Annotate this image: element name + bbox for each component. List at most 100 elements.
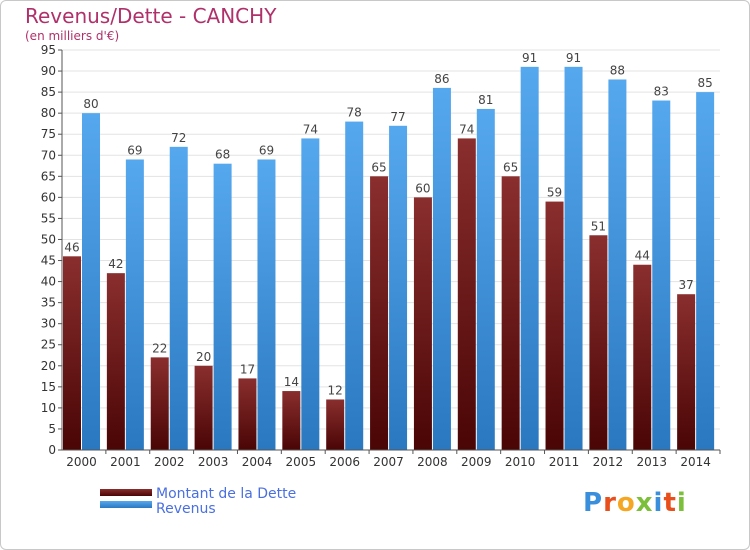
bar-debt — [326, 399, 345, 450]
data-label-revenue: 72 — [171, 131, 186, 145]
data-label-debt: 37 — [678, 278, 693, 292]
data-label-debt: 51 — [591, 219, 606, 233]
data-label-debt: 14 — [284, 375, 299, 389]
y-tick-label: 55 — [41, 211, 56, 225]
data-label-revenue: 69 — [127, 143, 142, 157]
bar-revenue — [82, 113, 100, 450]
bar-debt — [63, 256, 81, 450]
chart-title: Revenus/Dette - CANCHY — [25, 4, 277, 28]
bar-revenue — [476, 108, 495, 451]
bar-debt — [501, 176, 520, 450]
y-tick-label: 95 — [41, 43, 56, 57]
data-label-debt: 20 — [196, 350, 211, 364]
bar-debt — [194, 365, 213, 450]
bar-revenue — [345, 121, 364, 450]
x-tick-label: 2011 — [549, 455, 580, 469]
y-tick-label: 5 — [48, 422, 56, 436]
data-label-debt: 22 — [152, 341, 167, 355]
bar-debt — [545, 201, 564, 450]
x-tick-label: 2010 — [505, 455, 536, 469]
y-tick-label: 0 — [48, 443, 56, 457]
data-label-revenue: 88 — [610, 63, 625, 77]
y-tick-label: 40 — [41, 275, 56, 289]
bar-revenue — [169, 146, 188, 450]
data-label-revenue: 81 — [478, 93, 493, 107]
x-tick-label: 2001 — [110, 455, 141, 469]
data-label-revenue: 74 — [303, 122, 318, 136]
bar-debt — [457, 138, 476, 450]
y-tick-label: 10 — [41, 401, 56, 415]
legend-label-debt: Montant de la Dette — [156, 486, 297, 502]
y-tick-label: 70 — [41, 148, 56, 162]
y-tick-label: 65 — [41, 169, 56, 183]
bar-revenue — [213, 163, 232, 450]
bar-debt — [282, 391, 301, 450]
bar-debt — [150, 357, 169, 450]
bar-revenue — [564, 66, 583, 450]
y-tick-label: 20 — [41, 359, 56, 373]
data-label-debt: 59 — [547, 186, 562, 200]
x-tick-label: 2007 — [373, 455, 404, 469]
x-tick-label: 2014 — [680, 455, 711, 469]
data-label-debt: 42 — [108, 257, 123, 271]
x-tick-label: 2003 — [198, 455, 229, 469]
y-tick-label: 45 — [41, 254, 56, 268]
y-tick-label: 15 — [41, 380, 56, 394]
x-tick-label: 2008 — [417, 455, 448, 469]
x-tick-label: 2000 — [66, 455, 97, 469]
logo-letter: t — [663, 488, 677, 518]
bar-debt — [370, 176, 389, 450]
data-label-debt: 44 — [635, 249, 650, 263]
data-label-debt: 12 — [328, 383, 343, 397]
bar-debt — [589, 235, 608, 450]
legend-label-revenue: Revenus — [156, 501, 216, 517]
data-label-debt: 17 — [240, 362, 255, 376]
bars: 46 80 42 69 22 72 20 68 17 69 14 74 12 78 65 77 60 86 74 81… — [63, 51, 715, 451]
bar-debt — [633, 264, 652, 450]
y-tick-label: 85 — [41, 85, 56, 99]
logo-letter: P — [583, 488, 604, 518]
data-label-revenue: 80 — [83, 97, 98, 111]
y-tick-label: 80 — [41, 106, 56, 120]
y-tick-label: 50 — [41, 232, 56, 246]
data-label-revenue: 91 — [566, 51, 581, 65]
data-label-debt: 46 — [64, 240, 79, 254]
y-tick-label: 35 — [41, 296, 56, 310]
data-label-revenue: 68 — [215, 148, 230, 162]
x-tick-label: 2004 — [242, 455, 273, 469]
y-tick-label: 60 — [41, 190, 56, 204]
bar-revenue — [520, 66, 539, 450]
data-label-debt: 74 — [459, 122, 474, 136]
y-tick-label: 25 — [41, 338, 56, 352]
data-label-revenue: 77 — [390, 110, 405, 124]
y-tick-label: 90 — [41, 64, 56, 78]
bar-debt — [677, 294, 696, 450]
x-tick-label: 2013 — [636, 455, 667, 469]
logo-letter: i — [653, 488, 664, 518]
bar-revenue — [257, 159, 276, 450]
bar-chart: 46 80 42 69 22 72 20 68 17 69 14 74 12 78 65 77 60 86 74 81… — [41, 43, 721, 469]
bar-revenue — [389, 125, 408, 450]
data-label-debt: 65 — [503, 160, 518, 174]
bar-debt — [238, 378, 257, 450]
legend-swatch-debt — [100, 489, 152, 496]
x-tick-label: 2009 — [461, 455, 492, 469]
y-tick-label: 30 — [41, 317, 56, 331]
bar-revenue — [608, 79, 627, 450]
logo-letter: o — [616, 488, 636, 518]
logo-letter: i — [676, 488, 687, 518]
x-tick-label: 2006 — [329, 455, 360, 469]
data-label-revenue: 91 — [522, 51, 537, 65]
chart-subtitle: (en milliers d'€) — [25, 29, 120, 43]
x-tick-label: 2012 — [593, 455, 624, 469]
bar-revenue — [432, 87, 451, 450]
logo-letter: x — [635, 488, 654, 518]
bar-revenue — [652, 100, 671, 451]
data-label-revenue: 86 — [434, 72, 449, 86]
bar-debt — [413, 197, 432, 450]
axes: 0 5 10 15 20 25 30 35 40 45 50 55 60 65 70 75 80 85 90 95 20… — [41, 43, 721, 469]
logo-letter: r — [603, 488, 617, 518]
bar-revenue — [125, 159, 144, 450]
proxiti-logo: Proxiti — [583, 488, 687, 518]
bar-debt — [106, 273, 125, 450]
